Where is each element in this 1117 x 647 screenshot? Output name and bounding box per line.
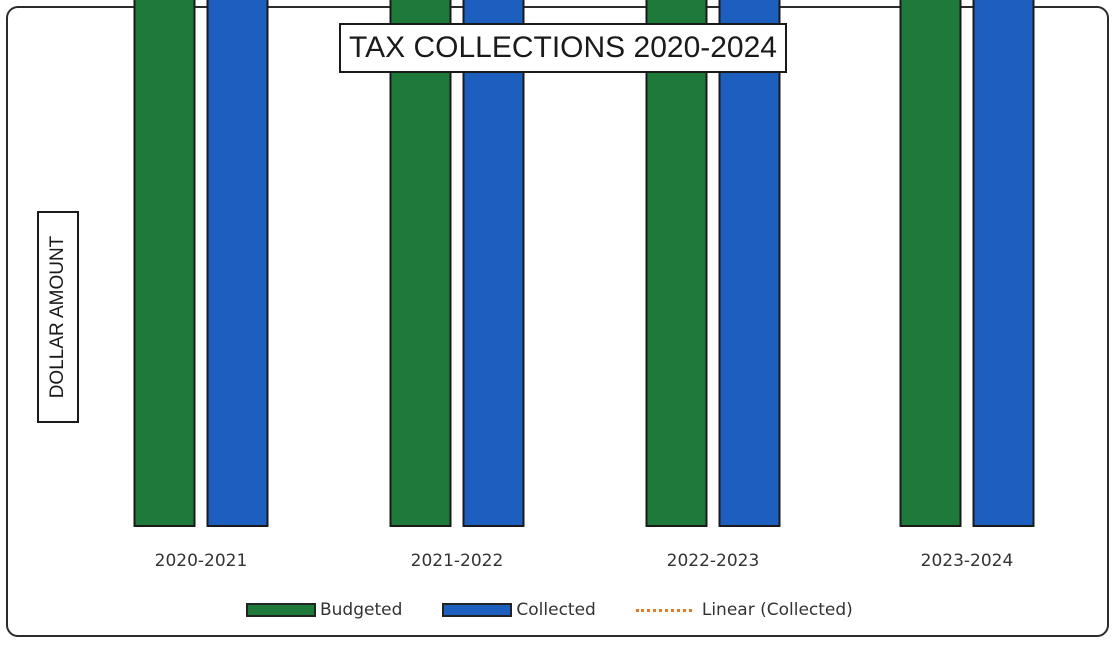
bar-collected-2023-2024 (972, 0, 1035, 527)
legend-label-trendline: Linear (Collected) (701, 600, 853, 620)
legend-label-collected: Collected (516, 600, 596, 620)
legend-label-budgeted: Budgeted (320, 600, 403, 620)
x-tick-label-2022-2023: 2022-2023 (667, 551, 760, 571)
bar-budgeted-2023-2024 (899, 0, 962, 527)
bar-budgeted-2021-2022 (389, 0, 452, 527)
legend: Budgeted Collected Linear (Collected) (246, 598, 893, 622)
legend-item-collected: Collected (442, 600, 596, 620)
bar-collected-2021-2022 (462, 0, 525, 527)
bar-budgeted-2020-2021 (133, 0, 196, 527)
bar-collected-2020-2021 (206, 0, 269, 527)
x-tick-label-2021-2022: 2021-2022 (411, 551, 504, 571)
legend-item-budgeted: Budgeted (246, 600, 402, 620)
legend-swatch-collected (442, 603, 513, 617)
chart-title: TAX COLLECTIONS 2020-2024 (339, 23, 787, 73)
legend-item-trendline: Linear (Collected) (635, 600, 853, 620)
bar-budgeted-2022-2023 (645, 0, 708, 527)
y-axis-label: DOLLAR AMOUNT (47, 235, 68, 399)
legend-swatch-budgeted (246, 603, 316, 617)
chart-title-text: TAX COLLECTIONS 2020-2024 (349, 31, 777, 64)
x-tick-label-2020-2021: 2020-2021 (155, 551, 248, 571)
x-tick-label-2023-2024: 2023-2024 (921, 551, 1014, 571)
bar-collected-2022-2023 (718, 0, 781, 528)
legend-swatch-trendline (635, 608, 692, 612)
y-axis-label-box: DOLLAR AMOUNT (37, 211, 79, 423)
